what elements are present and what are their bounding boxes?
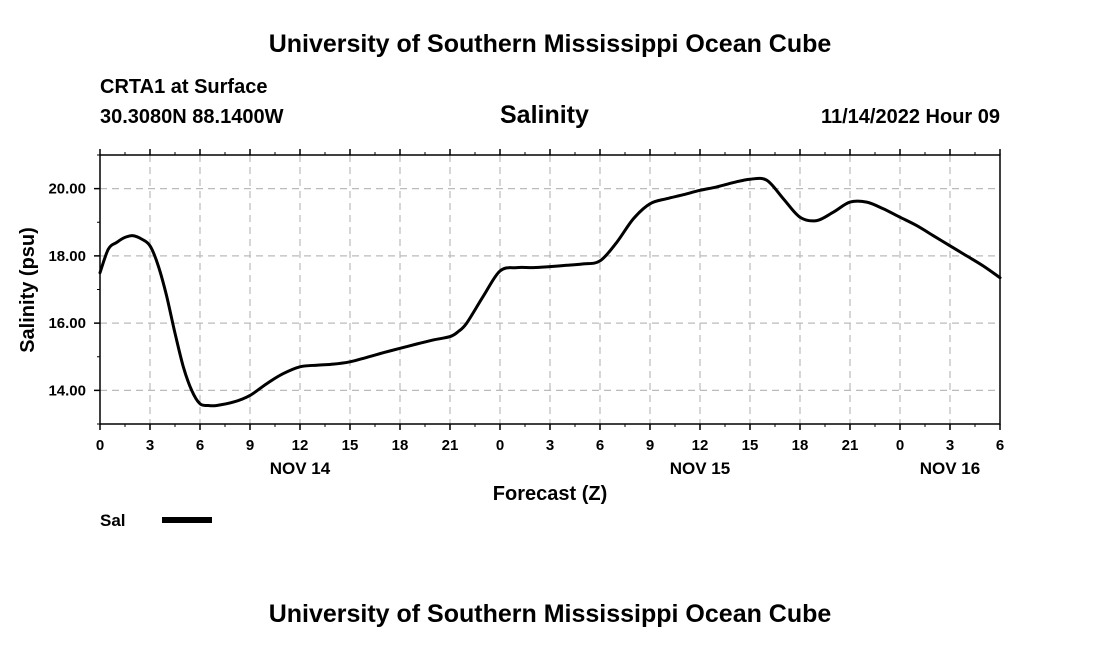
x-tick-label: 6 <box>196 437 204 454</box>
x-tick-label: 12 <box>692 437 709 454</box>
station-coordinates: 30.3080N 88.1400W <box>100 106 284 128</box>
y-tick-labels: 14.00 16.00 18.00 20.00 <box>48 181 86 400</box>
x-tick-label: 3 <box>146 437 154 454</box>
y-tick-label: 16.00 <box>48 315 86 332</box>
x-tick-label: 18 <box>792 437 809 454</box>
day-label: NOV 16 <box>920 459 980 478</box>
x-tick-label: 12 <box>292 437 309 454</box>
chart-title: Salinity <box>500 101 589 129</box>
x-tick-label: 6 <box>596 437 604 454</box>
x-tick-label: 15 <box>342 437 359 454</box>
station-label: CRTA1 at Surface <box>100 76 268 98</box>
x-tick-label: 9 <box>646 437 654 454</box>
series-line-sal <box>98 176 1002 408</box>
x-tick-label: 21 <box>442 437 459 454</box>
page-title-top: University of Southern Mississippi Ocean… <box>268 30 832 58</box>
x-tick-label: 0 <box>896 437 904 454</box>
x-tick-label: 18 <box>392 437 409 454</box>
x-tick-label: 9 <box>246 437 254 454</box>
legend-label: Sal <box>100 511 126 530</box>
x-tick-label: 3 <box>546 437 554 454</box>
y-tick-label: 14.00 <box>48 382 86 399</box>
grid-lines <box>100 155 1000 424</box>
run-time: 11/14/2022 Hour 09 <box>820 106 1000 128</box>
y-axis-label: Salinity (psu) <box>17 227 39 353</box>
x-tick-label: 0 <box>96 437 104 454</box>
x-tick-labels: 0 3 6 9 12 15 18 21 0 3 6 9 12 15 18 21 0 3 6 <box>96 437 1004 454</box>
axis-ticks <box>94 149 1001 430</box>
x-tick-label: 6 <box>996 437 1004 454</box>
x-tick-label: 15 <box>742 437 759 454</box>
x-tick-label: 0 <box>496 437 504 454</box>
salinity-chart: 14.00 16.00 18.00 20.00 0 3 6 9 12 15 18 21 0 3 6 9 12 1… <box>17 149 1004 530</box>
day-labels: NOV 14 NOV 15 NOV 16 <box>270 459 980 478</box>
y-tick-label: 18.00 <box>48 248 86 265</box>
day-label: NOV 15 <box>670 459 730 478</box>
x-tick-label: 21 <box>842 437 859 454</box>
x-tick-label: 3 <box>946 437 954 454</box>
y-tick-label: 20.00 <box>48 181 86 198</box>
day-label: NOV 14 <box>270 459 331 478</box>
x-axis-label: Forecast (Z) <box>493 483 607 505</box>
page-title-bottom: University of Southern Mississippi Ocean… <box>268 600 832 628</box>
